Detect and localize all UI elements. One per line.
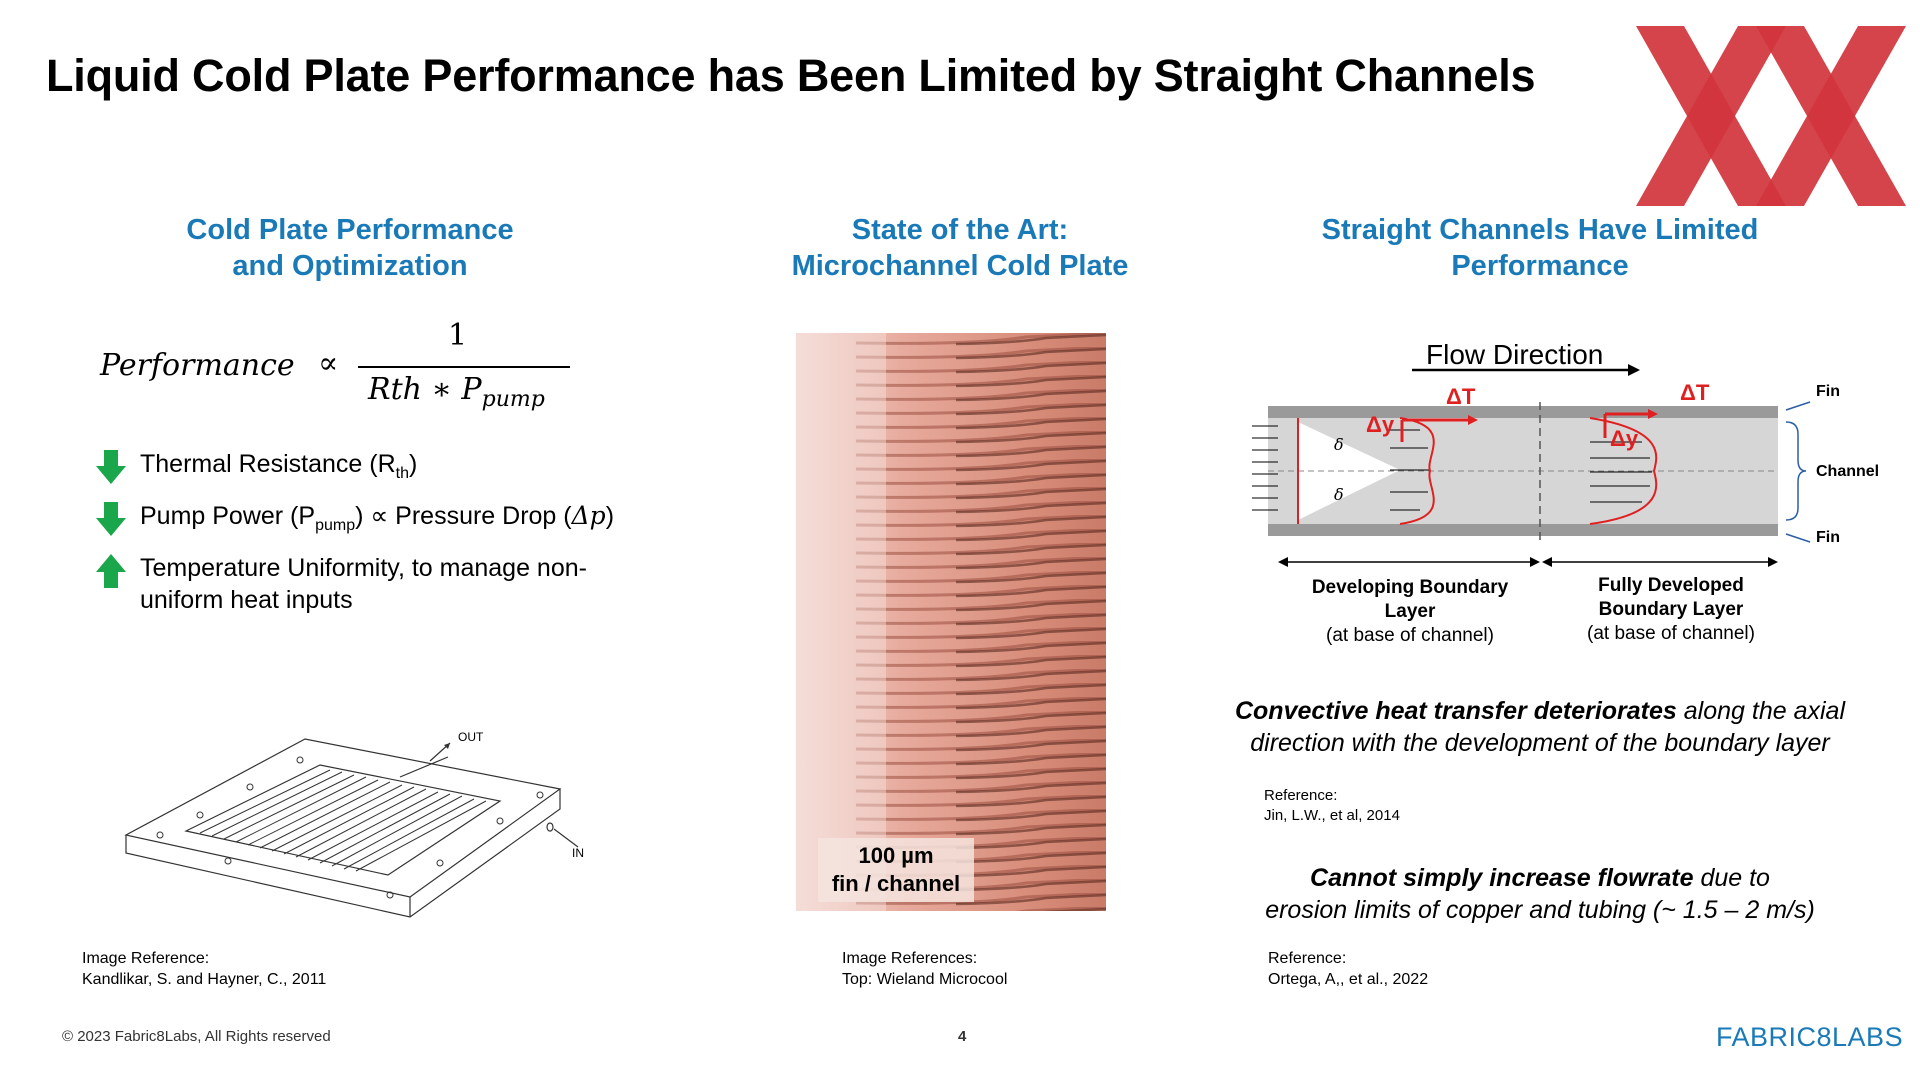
col3-heading-line1: Straight Channels Have Limited <box>1321 214 1759 246</box>
developing-boundary-caption: Developing Boundary Layer (at base of ch… <box>1311 577 1509 646</box>
cold-plate-diagram: OUT IN <box>124 730 584 918</box>
col1-heading: Cold Plate Performance and Optimization <box>140 212 560 284</box>
fabric8labs-logo <box>1636 26 1906 206</box>
col1-image-reference: Image Reference: Kandlikar, S. and Hayne… <box>82 950 327 988</box>
statement-flowrate-limit: Cannot simply increase flowrate due to e… <box>1265 864 1815 924</box>
arrow-down-icon <box>96 502 126 536</box>
fin-label-bottom: Fin <box>1816 529 1840 546</box>
developed-boundary-caption: Fully Developed Boundary Layer (at base … <box>1587 575 1755 644</box>
formula-numerator: 1 <box>448 318 468 353</box>
col2-image-reference: Image References: Top: Wieland Microcool <box>842 950 1008 988</box>
slide-title: Liquid Cold Plate Performance has Been L… <box>46 50 1536 101</box>
delta-t-label-2: ΔT <box>1680 380 1710 405</box>
col1-heading-line1: Cold Plate Performance <box>186 214 514 246</box>
footer-brand-wordmark: FABRIC8LABS <box>1716 1022 1904 1052</box>
formula-lhs: Performance <box>100 348 295 383</box>
delta-y-label-1: Δy <box>1366 412 1395 437</box>
photo-caption: 100 µm fin / channel <box>818 838 974 902</box>
col3-heading: Straight Channels Have Limited Performan… <box>1280 212 1800 284</box>
page-number: 4 <box>958 1028 967 1045</box>
formula-proportional: ∝ <box>318 346 339 381</box>
channel-label: Channel <box>1816 463 1879 480</box>
arrow-up-icon <box>96 554 126 588</box>
col1-heading-line2: and Optimization <box>232 250 468 282</box>
col3-heading-line2: Performance <box>1451 250 1629 282</box>
col2-heading-line1: State of the Art: <box>851 214 1069 246</box>
fin-label-top: Fin <box>1816 383 1840 400</box>
col2-heading: State of the Art: Microchannel Cold Plat… <box>740 212 1180 284</box>
delta-symbol-2: δ <box>1334 485 1344 504</box>
col2-heading-line2: Microchannel Cold Plate <box>791 250 1129 282</box>
in-label: IN <box>572 846 584 860</box>
footer-copyright: © 2023 Fabric8Labs, All Rights reserved <box>62 1028 331 1045</box>
microchannel-photo <box>796 333 1106 911</box>
performance-formula: Performance ∝ 1 Rth ∗ Ppump <box>100 318 580 412</box>
statement-convective-heat: Convective heat transfer deteriorates al… <box>1234 697 1846 757</box>
delta-y-label-2: Δy <box>1610 426 1639 451</box>
col3-reference-2: Reference: Ortega, A,, et al., 2022 <box>1268 950 1429 988</box>
formula-fraction-bar <box>358 366 570 368</box>
delta-symbol-1: δ <box>1334 435 1344 454</box>
col3-reference-1: Reference: Jin, L.W., et al, 2014 <box>1264 787 1400 824</box>
out-label: OUT <box>458 730 484 744</box>
boundary-layer-diagram: Flow Direction ΔT Δy ΔT Δy δ δ Fin Chann… <box>1252 339 1879 567</box>
arrow-down-icon <box>96 450 126 484</box>
flow-direction-label: Flow Direction <box>1426 339 1603 370</box>
formula-denominator: Rth ∗ Ppump <box>368 372 545 412</box>
delta-t-label-1: ΔT <box>1446 384 1476 409</box>
